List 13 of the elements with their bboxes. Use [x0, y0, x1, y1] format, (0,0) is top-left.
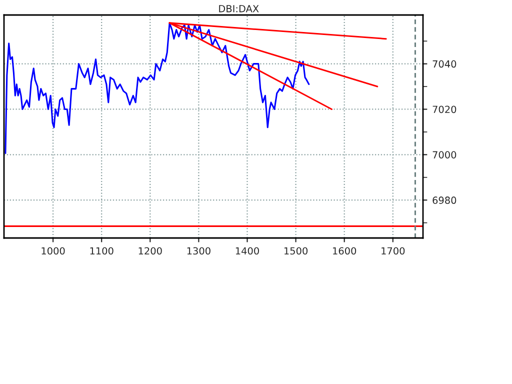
x-tick-label: 1700 — [382, 247, 405, 255]
x-tick-label: 1300 — [187, 247, 210, 255]
x-tick-label: 1600 — [333, 247, 356, 255]
chart-title: DBI:DAX — [219, 5, 259, 12]
x-tick-label: 1500 — [284, 247, 308, 255]
y-tick-label: 7020 — [432, 106, 456, 114]
y-tick-label: 7000 — [432, 151, 456, 158]
x-tick-label: 1100 — [90, 247, 114, 255]
y-tick-label: 7040 — [432, 60, 456, 68]
x-tick-label: 1400 — [236, 247, 259, 255]
x-tick-label: 1000 — [42, 247, 65, 255]
x-tick-label: 1200 — [138, 247, 162, 255]
y-tick-label: 6980 — [432, 196, 456, 204]
